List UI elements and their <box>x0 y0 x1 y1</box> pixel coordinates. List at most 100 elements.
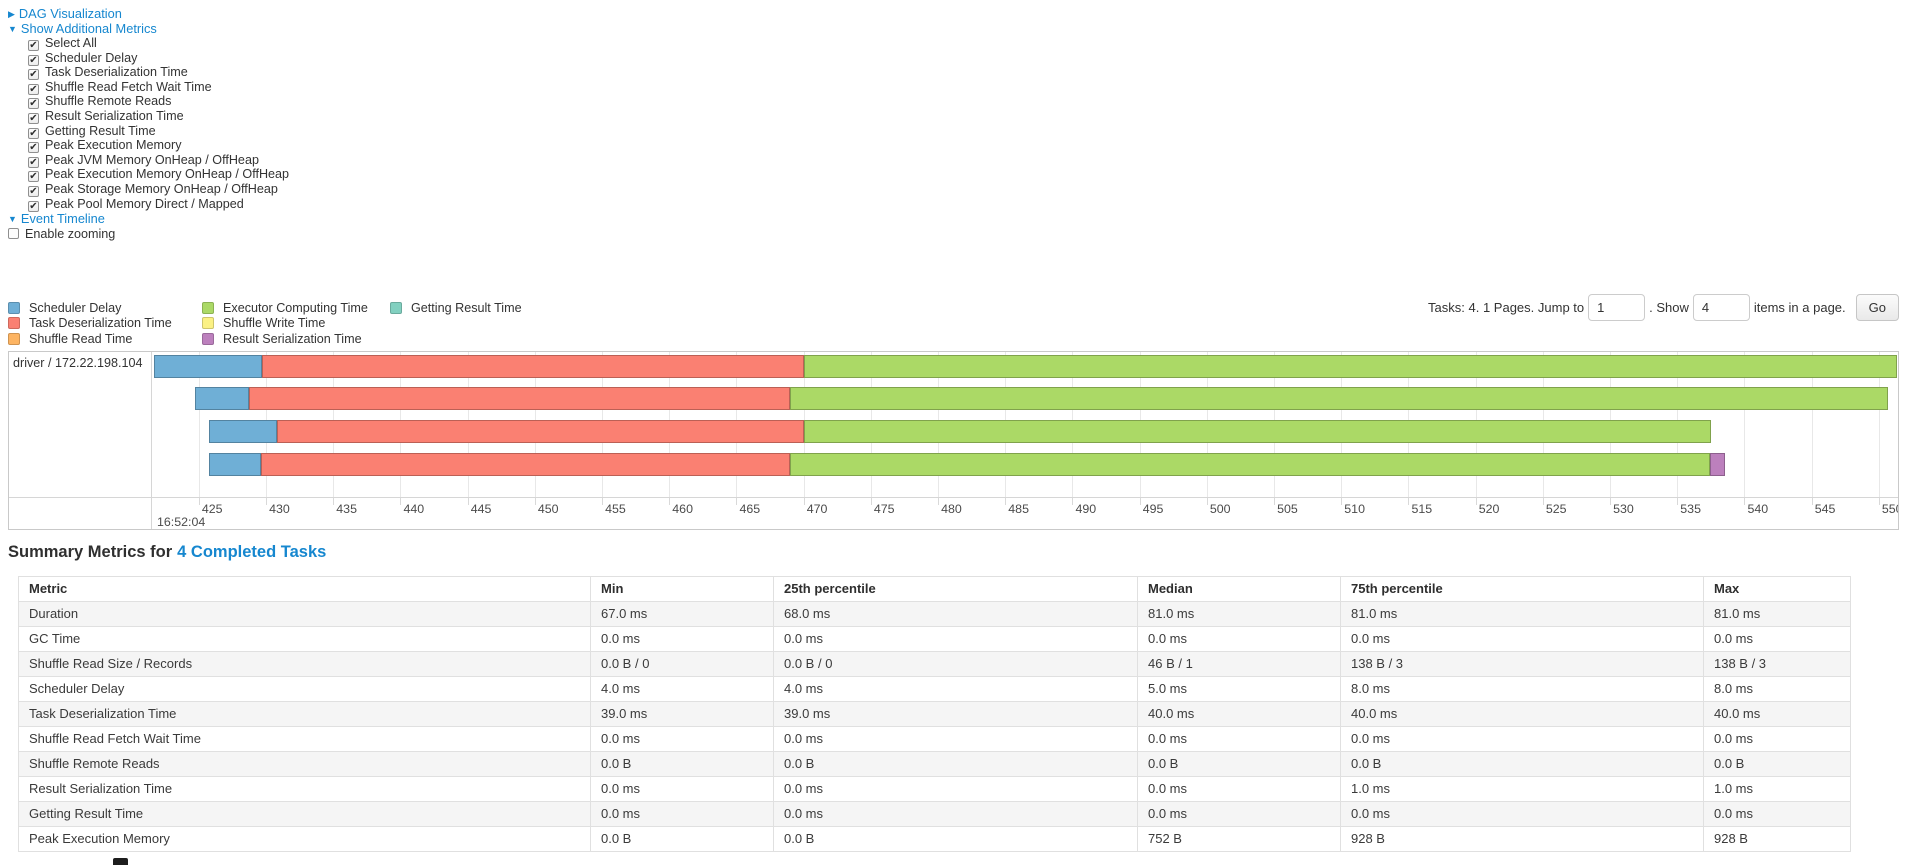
completed-tasks-link[interactable]: 4 Completed Tasks <box>177 542 327 561</box>
segment-task-deserialization[interactable] <box>261 452 790 476</box>
segment-result-serialization[interactable] <box>1709 452 1725 476</box>
jump-to-page-input[interactable] <box>1588 293 1646 321</box>
metric-value-cell: 0.0 ms <box>1137 725 1341 752</box>
metric-checkbox[interactable]: ✔ <box>28 40 39 51</box>
legend-column: Scheduler Delay Task Deserialization Time… <box>8 301 180 348</box>
segment-executor-computing[interactable] <box>803 419 1712 443</box>
timeline-plot <box>153 351 1898 497</box>
metric-checkbox[interactable]: ✔ <box>28 98 39 110</box>
summary-title-text: Summary Metrics for <box>8 542 173 561</box>
metric-checkbox-label: Task Deserialization Time <box>45 65 188 80</box>
legend-item: Shuffle Write Time <box>202 316 368 332</box>
expanded-arrow-icon: ▼ <box>8 24 17 34</box>
segment-task-deserialization[interactable] <box>262 354 804 378</box>
segment-task-deserialization[interactable] <box>276 419 804 443</box>
tick-mark <box>1744 497 1746 505</box>
summary-metrics-table: Metric Min 25th percentile Median 75th perce… <box>18 575 1851 852</box>
axis-tick-label: 485 <box>1008 501 1029 516</box>
metric-checkbox-label: Peak Storage Memory OnHeap / OffHeap <box>45 181 278 196</box>
pagination-prefix-text: Tasks: 4. 1 Pages. Jump to <box>1428 299 1585 315</box>
legend-item: Scheduler Delay <box>8 301 180 317</box>
table-row: Shuffle Read Size / Records 0.0 B / 0 0.0 … <box>18 650 1851 677</box>
metric-value-cell: 0.0 ms <box>1703 800 1851 827</box>
collapsed-arrow-icon: ▶ <box>8 9 15 19</box>
table-row: Result Serialization Time 0.0 ms 0.0 ms 0.0… <box>18 775 1851 802</box>
tick-mark <box>1542 497 1544 505</box>
segment-task-deserialization[interactable] <box>248 387 790 411</box>
segment-scheduler-delay[interactable] <box>208 419 277 443</box>
dag-visualization-toggle[interactable]: ▶ DAG Visualization <box>8 6 1907 21</box>
metric-value-cell: 0.0 B <box>773 825 1138 852</box>
metric-value-cell: 68.0 ms <box>773 600 1138 627</box>
enable-zooming-row: Enable zooming <box>8 227 1907 242</box>
metric-value-cell: 0.0 ms <box>773 800 1138 827</box>
metric-name-cell: Task Deserialization Time <box>18 700 591 727</box>
metric-checkbox[interactable]: ✔ <box>28 69 39 81</box>
task-timeline-bar[interactable] <box>153 452 1898 476</box>
legend-item: Task Deserialization Time <box>8 316 180 332</box>
metric-checkbox-row: ✔ Task Deserialization Time <box>28 65 1907 81</box>
metric-value-cell: 0.0 ms <box>1340 625 1704 652</box>
metric-checkbox[interactable]: ✔ <box>28 142 39 154</box>
metric-value-cell: 4.0 ms <box>590 675 774 702</box>
task-timeline-bar[interactable] <box>153 419 1898 443</box>
axis-tick-label: 520 <box>1478 501 1500 516</box>
page-size-input[interactable] <box>1692 293 1750 321</box>
axis-tick-label: 480 <box>941 501 962 516</box>
column-header: 25th percentile <box>773 575 1138 602</box>
tick-mark <box>1811 497 1813 505</box>
tick-mark <box>1206 497 1208 505</box>
metric-checkbox[interactable]: ✔ <box>28 200 39 212</box>
metric-checkbox-row: ✔ Peak Execution Memory OnHeap / OffHeap <box>28 167 1907 183</box>
metric-value-cell: 8.0 ms <box>1340 675 1704 702</box>
tick-mark <box>938 497 940 505</box>
segment-executor-computing[interactable] <box>789 387 1888 411</box>
metric-checkbox[interactable]: ✔ <box>28 156 39 168</box>
result-serialization-swatch-icon <box>202 332 214 345</box>
tick-mark <box>870 497 872 505</box>
metric-value-cell: 1.0 ms <box>1703 775 1851 802</box>
metric-value-cell: 1.0 ms <box>1340 775 1704 802</box>
metric-value-cell: 0.0 ms <box>773 725 1138 752</box>
metric-checkbox[interactable]: ✔ <box>28 171 39 183</box>
legend-label: Shuffle Read Time <box>29 331 133 346</box>
task-timeline-bar[interactable] <box>153 387 1898 411</box>
axis-tick-label: 535 <box>1680 501 1701 516</box>
metric-checkbox[interactable]: ✔ <box>28 83 39 95</box>
metric-value-cell: 138 B / 3 <box>1703 650 1851 677</box>
metric-value-cell: 138 B / 3 <box>1340 650 1704 677</box>
axis-tick-label: 505 <box>1277 501 1298 516</box>
metric-checkbox-label: Result Serialization Time <box>45 108 184 123</box>
metric-value-cell: 4.0 ms <box>773 675 1138 702</box>
axis-tick-label: 440 <box>403 501 425 516</box>
metric-value-cell: 0.0 B <box>1340 750 1704 777</box>
segment-scheduler-delay[interactable] <box>153 354 263 378</box>
table-row: Scheduler Delay 4.0 ms 4.0 ms 5.0 ms 8.0 ms 8… <box>18 675 1851 702</box>
task-timeline-bar[interactable] <box>153 354 1898 378</box>
metric-checkbox[interactable]: ✔ <box>28 54 39 66</box>
metric-value-cell: 0.0 ms <box>1703 725 1851 752</box>
metric-checkbox[interactable]: ✔ <box>28 127 39 139</box>
segment-executor-computing[interactable] <box>789 452 1710 476</box>
segment-scheduler-delay[interactable] <box>194 387 249 411</box>
legend-label: Task Deserialization Time <box>29 316 172 331</box>
enable-zooming-checkbox[interactable] <box>8 228 19 240</box>
table-row: Duration 67.0 ms 68.0 ms 81.0 ms 81.0 ms 81.0… <box>18 600 1851 627</box>
metric-value-cell: 0.0 ms <box>590 800 774 827</box>
segment-executor-computing[interactable] <box>803 354 1898 378</box>
timeline-group-column: driver / 172.22.198.104 <box>9 351 152 529</box>
metric-checkbox-row: ✔ Shuffle Read Fetch Wait Time <box>28 80 1907 95</box>
metric-name-cell: Getting Result Time <box>18 800 591 827</box>
show-additional-metrics-toggle[interactable]: ▼ Show Additional Metrics <box>8 21 1907 36</box>
legend-item: Result Serialization Time <box>202 332 368 348</box>
table-row: GC Time 0.0 ms 0.0 ms 0.0 ms 0.0 ms 0.0 ms <box>18 625 1851 652</box>
metric-name-cell: GC Time <box>18 625 591 652</box>
axis-tick-label: 525 <box>1545 501 1567 516</box>
clipped-next-section-fragment <box>113 858 128 865</box>
metric-checkbox[interactable]: ✔ <box>28 185 39 197</box>
go-button[interactable]: Go <box>1855 293 1899 321</box>
event-timeline-toggle[interactable]: ▼ Event Timeline <box>8 211 1907 226</box>
segment-scheduler-delay[interactable] <box>208 452 262 476</box>
timeline-legend: Scheduler Delay Task Deserialization Time… <box>8 301 544 348</box>
metric-checkbox[interactable]: ✔ <box>28 112 39 124</box>
